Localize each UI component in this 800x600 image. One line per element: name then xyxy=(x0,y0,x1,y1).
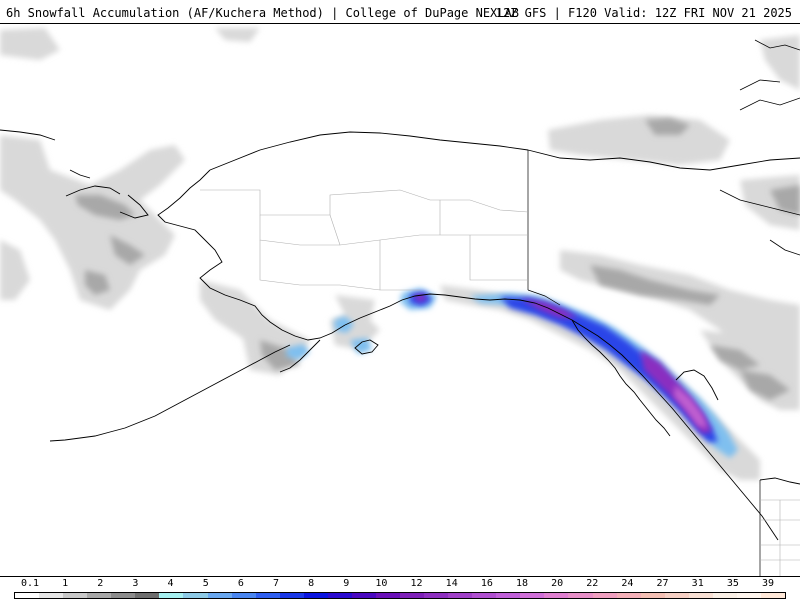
colorbar-legend: 0.1 1 2 3 4 5 6 7 8 9 10 12 14 16 18 20 22 24 27 31 35 39 xyxy=(0,576,800,600)
colorbar-swatch xyxy=(87,593,112,598)
colorbar-swatch xyxy=(279,593,304,598)
colorbar-swatch xyxy=(231,593,256,598)
colorbar-tick-label: 39 xyxy=(761,578,775,589)
colorbar-swatch xyxy=(207,593,232,598)
colorbar-tick-label: 27 xyxy=(656,578,669,589)
colorbar-tick-label: 2 xyxy=(97,578,104,589)
colorbar-tick-label: 1 xyxy=(62,578,69,589)
colorbar-swatch xyxy=(135,593,160,598)
colorbar-tick-label: 3 xyxy=(132,578,139,589)
colorbar-tick-label: 31 xyxy=(691,578,704,589)
colorbar-swatch xyxy=(39,593,64,598)
arctic-coastlines xyxy=(719,39,800,256)
colorbar-swatch xyxy=(424,593,449,598)
colorbar-swatch xyxy=(400,593,425,598)
colorbar-swatch xyxy=(760,593,785,598)
colorbar-swatch xyxy=(351,593,376,598)
colorbar-tick-label: 16 xyxy=(480,578,493,589)
colorbar-swatch xyxy=(616,593,641,598)
colorbar-swatch xyxy=(544,593,569,598)
colorbar-tick-label: 5 xyxy=(202,578,209,589)
snow-shading-grey xyxy=(75,118,800,400)
colorbar-tick-label: 14 xyxy=(445,578,458,589)
colorbar-tick-label: 18 xyxy=(515,578,529,589)
colorbar-tick-label: 10 xyxy=(375,578,388,589)
colorbar-swatch xyxy=(592,593,617,598)
colorbar-swatch xyxy=(111,593,136,598)
colorbar-swatch xyxy=(448,593,473,598)
colorbar-tick-label: 0.1 xyxy=(20,578,40,589)
colorbar-swatch xyxy=(520,593,545,598)
colorbar-tick-label: 9 xyxy=(343,578,350,589)
colorbar-swatch xyxy=(688,593,713,598)
snow-shading-magenta xyxy=(674,385,708,428)
colorbar-tick-label: 8 xyxy=(308,578,315,589)
colorbar-swatch xyxy=(472,593,497,598)
colorbar-tick-label: 22 xyxy=(586,578,599,589)
colorbar-swatch xyxy=(327,593,352,598)
colorbar-swatch xyxy=(15,593,40,598)
colorbar-swatch xyxy=(568,593,593,598)
colorbar-tick-label: 35 xyxy=(726,578,739,589)
colorbar-swatch xyxy=(255,593,280,598)
colorbar-swatches xyxy=(14,592,786,599)
map-title: 6h Snowfall Accumulation (AF/Kuchera Met… xyxy=(6,6,519,20)
colorbar-swatch xyxy=(375,593,400,598)
colorbar-swatch xyxy=(183,593,208,598)
colorbar-tick-label: 20 xyxy=(551,578,564,589)
colorbar-swatch xyxy=(159,593,184,598)
region-borders xyxy=(200,189,800,576)
model-valid-time: 12Z GFS | F120 Valid: 12Z FRI NOV 21 202… xyxy=(495,6,792,20)
colorbar-swatch xyxy=(664,593,689,598)
colorbar-swatch xyxy=(712,593,737,598)
colorbar-tick-label: 12 xyxy=(410,578,423,589)
colorbar-swatch xyxy=(63,593,88,598)
colorbar-swatch xyxy=(496,593,521,598)
colorbar-tick-label: 4 xyxy=(167,578,174,589)
colorbar-swatch xyxy=(640,593,665,598)
colorbar-tick-label: 24 xyxy=(621,578,634,589)
colorbar-tick-label: 6 xyxy=(237,578,244,589)
header-bar: 6h Snowfall Accumulation (AF/Kuchera Met… xyxy=(0,0,800,24)
snowfall-map xyxy=(0,24,800,576)
coastlines xyxy=(0,129,800,541)
colorbar-swatch xyxy=(736,593,761,598)
colorbar-tick-label: 7 xyxy=(272,578,280,589)
colorbar-swatch xyxy=(303,593,328,598)
